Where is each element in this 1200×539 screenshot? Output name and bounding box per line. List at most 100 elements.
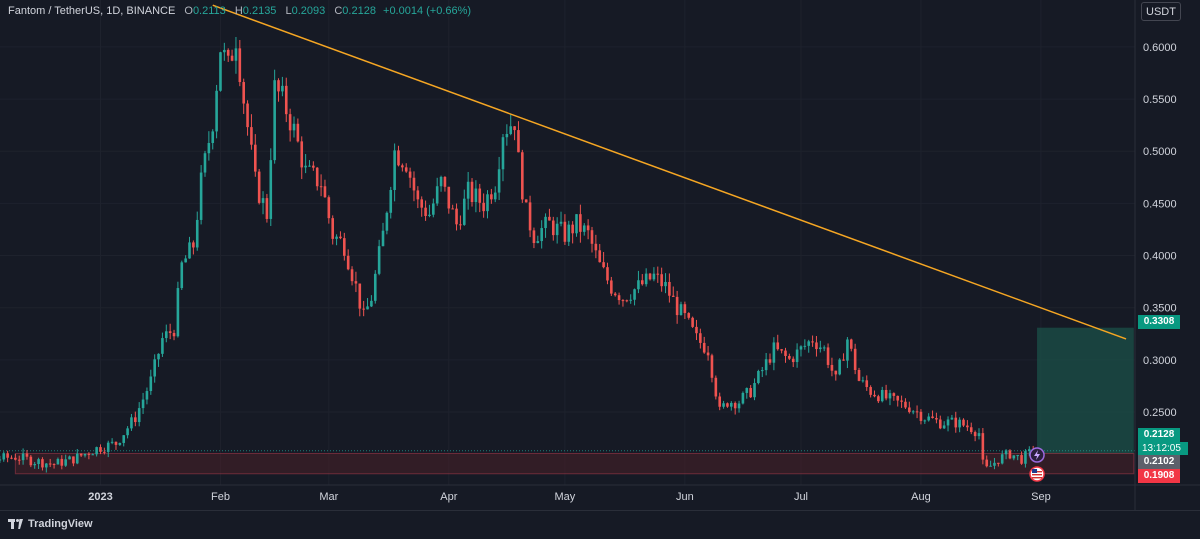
candle-body <box>706 352 710 356</box>
x-tick-label: 2023 <box>88 491 112 503</box>
candle-body <box>416 190 420 200</box>
candle-body <box>199 172 203 220</box>
candle-body <box>540 228 543 242</box>
candle-body <box>346 255 350 270</box>
candle-body <box>1028 449 1031 452</box>
candle-body <box>207 143 211 154</box>
candle-body <box>803 345 807 347</box>
candle-body <box>648 273 652 280</box>
candle-body <box>350 269 354 282</box>
candle-body <box>869 387 872 395</box>
candle-body <box>629 299 632 301</box>
candle-body <box>815 342 818 350</box>
x-tick-label: May <box>555 491 576 503</box>
candle-body <box>354 281 358 284</box>
candle-body <box>25 453 29 457</box>
candle-body <box>884 389 888 399</box>
candle-body <box>114 441 118 445</box>
candle-body <box>226 49 230 56</box>
candle-body <box>911 411 915 413</box>
candle-body <box>381 230 385 247</box>
close-label: C <box>334 5 343 17</box>
candle-body <box>764 359 768 371</box>
candle-body <box>915 411 919 413</box>
candle-body <box>896 395 900 401</box>
candle-body <box>853 348 857 371</box>
candle-body <box>544 216 547 229</box>
candle-body <box>420 199 424 208</box>
candle-body <box>865 380 869 388</box>
candle-body <box>466 181 470 199</box>
trendline[interactable] <box>212 4 1127 340</box>
countdown-tag: 13:12:05 <box>1138 442 1188 455</box>
candle-body <box>760 370 764 372</box>
candle-body <box>834 370 838 375</box>
symbol-title[interactable]: Fantom / TetherUS, 1D, BINANCE <box>8 5 176 17</box>
candle-body <box>385 212 389 231</box>
candle-body <box>656 273 660 275</box>
candle-body <box>1000 454 1004 464</box>
candle-body <box>610 280 613 294</box>
candle-body <box>10 457 13 459</box>
candle-body <box>474 188 478 203</box>
candle-body <box>788 355 791 359</box>
candle-body <box>470 181 474 203</box>
candle-body <box>908 407 911 413</box>
candle-body <box>644 273 648 285</box>
candle-body <box>103 451 106 453</box>
x-tick-label: Jun <box>676 491 694 503</box>
candle-body <box>942 425 946 429</box>
tradingview-logo[interactable]: TradingView <box>8 518 93 530</box>
candle-body <box>892 393 896 396</box>
open-value: 0.2113 <box>192 5 226 17</box>
y-tick-label: 0.5000 <box>1143 146 1177 158</box>
candle-body <box>153 359 156 377</box>
candle-body <box>993 462 996 466</box>
low-value: 0.2093 <box>291 5 326 17</box>
candle-body <box>1016 455 1019 457</box>
candle-body <box>633 289 636 300</box>
candle-body <box>772 342 776 363</box>
candle-body <box>490 194 493 200</box>
candle-body <box>842 359 845 361</box>
candle-body <box>857 370 861 381</box>
candle-body <box>21 453 25 461</box>
trendline-line[interactable] <box>212 4 1127 340</box>
candle-body <box>660 274 663 287</box>
close-value: 0.2128 <box>342 5 376 17</box>
candle-body <box>524 199 528 203</box>
candle-body <box>718 396 721 407</box>
footer-bar: TradingView <box>0 510 1200 539</box>
us-flag-stripe <box>1032 474 1043 476</box>
candle-body <box>714 377 718 397</box>
candle-body <box>880 389 884 402</box>
currency-button[interactable]: USDT <box>1141 2 1181 21</box>
candle-body <box>621 300 625 302</box>
candle-body <box>582 225 586 232</box>
candle-body <box>969 427 973 433</box>
candle-body <box>822 347 826 349</box>
open-label: O <box>184 5 193 17</box>
candle-body <box>389 189 393 213</box>
candle-body <box>997 462 1000 464</box>
us-flag-canton <box>1032 469 1038 473</box>
candle-body <box>451 208 454 210</box>
candle-body <box>91 454 95 456</box>
candle-body <box>462 198 466 225</box>
candle-body <box>679 304 683 316</box>
candle-body <box>989 465 992 467</box>
candle-body <box>590 230 594 244</box>
candle-body <box>532 230 536 244</box>
candle-body <box>83 453 87 456</box>
candle-body <box>292 123 296 131</box>
candle-body <box>64 459 67 466</box>
candle-body <box>671 295 675 297</box>
high-value: 0.2135 <box>242 5 277 17</box>
candle-body <box>126 428 129 436</box>
candle-body <box>931 416 934 418</box>
candle-body <box>284 85 288 115</box>
candle-body <box>791 358 795 363</box>
candle-body <box>331 218 334 239</box>
